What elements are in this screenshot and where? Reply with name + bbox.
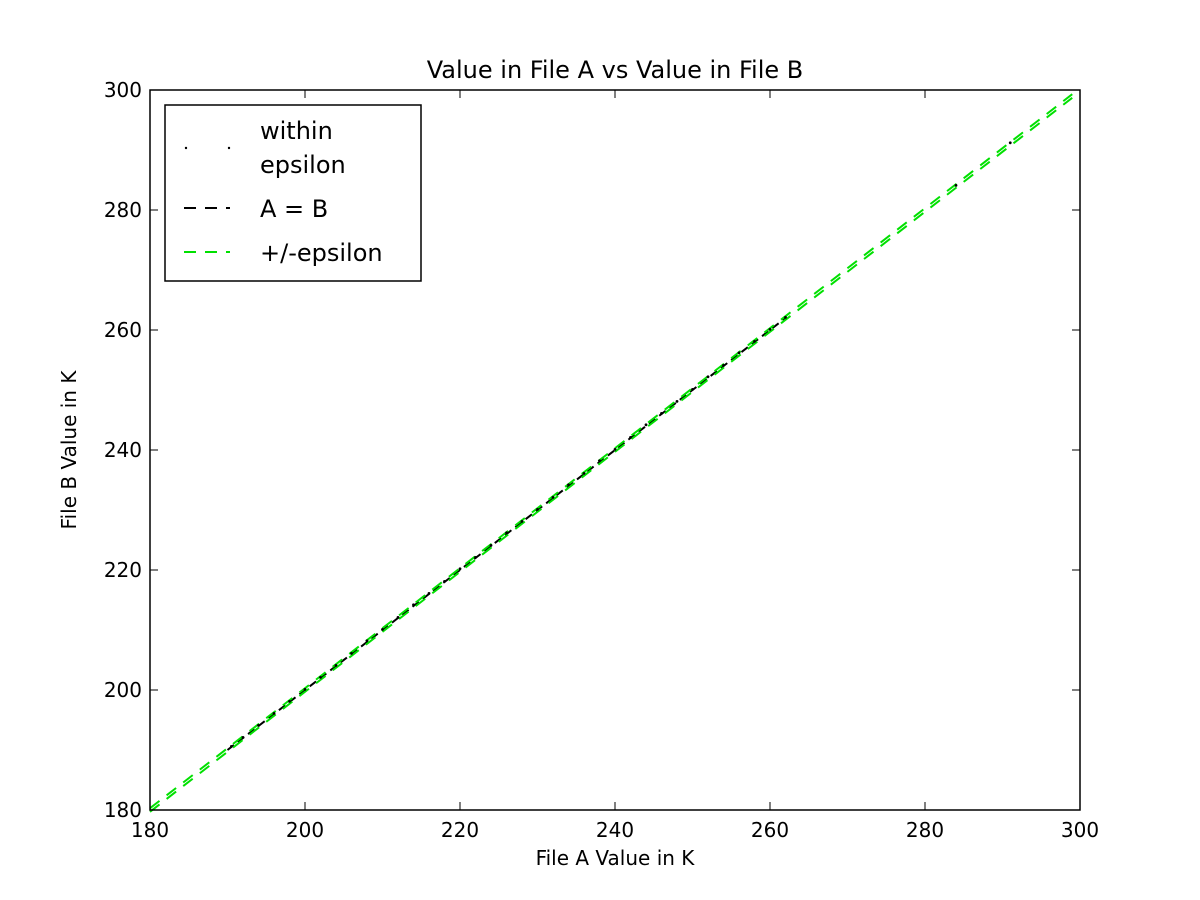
data-point	[427, 592, 431, 595]
data-point	[396, 616, 400, 619]
data-point	[675, 400, 679, 403]
data-point	[505, 531, 508, 535]
x-tick-label: 200	[286, 818, 324, 842]
data-point	[350, 652, 353, 655]
y-tick-label: 180	[104, 798, 142, 822]
x-tick-label: 260	[751, 818, 789, 842]
y-tick-label: 200	[104, 678, 142, 702]
data-point	[489, 544, 493, 547]
y-tick-label: 260	[104, 318, 142, 342]
series-line-minus-epsilon	[149, 97, 1073, 813]
x-axis-title: File A Value in K	[536, 846, 696, 870]
axis-ticks: 180 200 220 240 260 280 300 180 200 220 240 260 280 3…	[104, 78, 1099, 842]
data-point	[412, 603, 415, 607]
data-point	[644, 423, 648, 427]
data-point	[1008, 141, 1012, 145]
x-tick-label: 180	[131, 818, 169, 842]
data-point	[737, 351, 741, 355]
data-point	[319, 676, 322, 679]
plot-area	[149, 93, 1073, 813]
data-point	[334, 664, 338, 667]
data-point	[288, 700, 291, 703]
x-tick-label: 240	[596, 818, 634, 842]
x-tick-label: 220	[441, 818, 479, 842]
data-point	[365, 639, 369, 643]
data-point	[443, 580, 446, 583]
data-point	[257, 724, 260, 727]
legend-label-within-epsilon: within epsilon	[260, 117, 346, 179]
data-point	[784, 316, 787, 319]
data-point	[536, 508, 539, 511]
data-point	[660, 412, 663, 415]
y-tick-label: 240	[104, 438, 142, 462]
legend-marker-point	[227, 146, 231, 150]
legend-label-plus-minus-epsilon: +/-epsilon	[260, 239, 383, 267]
data-point	[303, 688, 307, 691]
legend: within epsilon A = B +/-epsilon	[164, 104, 422, 282]
legend-label-line: within	[260, 117, 333, 145]
data-point	[753, 340, 756, 343]
data-point	[551, 496, 555, 499]
legend-entry-within-epsilon: within epsilon	[184, 117, 346, 179]
y-tick-label: 300	[104, 78, 142, 102]
legend-label-line: epsilon	[260, 151, 346, 179]
data-point	[954, 184, 958, 187]
data-point	[691, 388, 694, 391]
data-point	[567, 483, 570, 487]
y-axis-title: File B Value in K	[57, 370, 81, 530]
data-point	[582, 472, 586, 475]
data-point	[458, 567, 462, 571]
data-point	[241, 736, 245, 739]
data-point	[229, 745, 233, 748]
data-point	[629, 436, 632, 439]
data-point	[598, 459, 601, 463]
data-point	[520, 520, 524, 523]
data-point	[613, 448, 617, 451]
data-point	[768, 328, 772, 331]
legend-marker-point	[184, 146, 188, 150]
data-point	[381, 628, 384, 631]
x-tick-label: 280	[906, 818, 944, 842]
y-tick-label: 280	[104, 198, 142, 222]
legend-label-a-equals-b: A = B	[260, 195, 328, 223]
x-tick-label: 300	[1061, 818, 1099, 842]
legend-entry-plus-minus-epsilon: +/-epsilon	[184, 239, 383, 267]
chart-title: Value in File A vs Value in File B	[427, 56, 804, 84]
data-point	[272, 712, 276, 715]
data-point	[706, 375, 710, 379]
data-point	[722, 364, 725, 367]
legend-entry-a-equals-b: A = B	[184, 195, 328, 223]
y-tick-label: 220	[104, 558, 142, 582]
data-point	[474, 556, 477, 559]
